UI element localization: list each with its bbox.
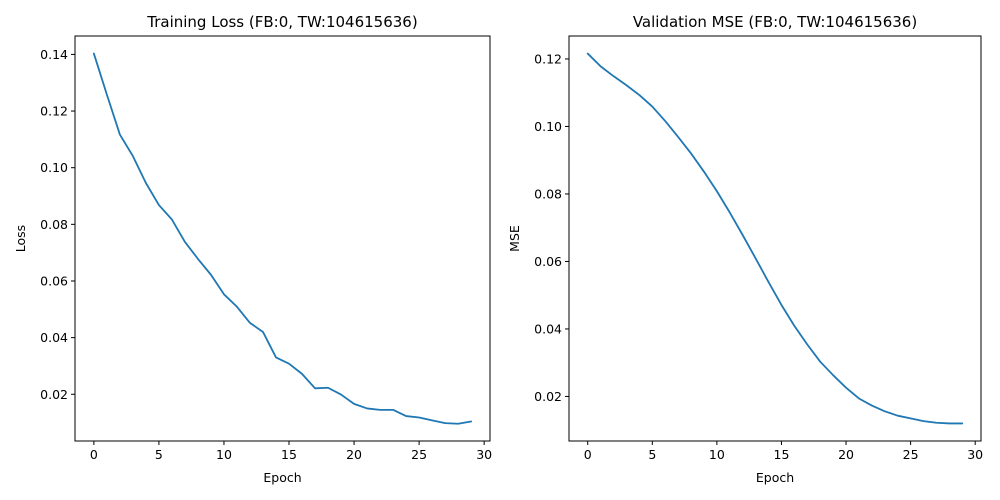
- chart-title: Validation MSE (FB:0, TW:104615636): [633, 13, 917, 31]
- y-tick-label: 0.14: [40, 47, 68, 62]
- x-tick-label: 0: [90, 447, 98, 462]
- x-tick-label: 25: [411, 447, 427, 462]
- y-tick-label: 0.04: [534, 321, 562, 336]
- y-tick-label: 0.10: [40, 160, 68, 175]
- x-tick-label: 5: [155, 447, 163, 462]
- chart-panel-1: Training Loss (FB:0, TW:104615636) 0 5 10 15…: [13, 13, 492, 485]
- x-tick-label: 10: [709, 447, 725, 462]
- series-line: [586, 52, 964, 425]
- plot-frame: [568, 35, 982, 442]
- y-tick-label: 0.08: [534, 186, 562, 201]
- chart-title: Training Loss (FB:0, TW:104615636): [146, 13, 417, 31]
- x-tick-label: 20: [838, 447, 854, 462]
- y-tick-label: 0.02: [40, 387, 68, 402]
- chart-panel-2: Validation MSE (FB:0, TW:104615636) 0 5 10 1…: [507, 13, 983, 485]
- series-line: [92, 52, 473, 425]
- y-tick-label: 0.12: [534, 51, 562, 66]
- x-tick-label: 0: [584, 447, 592, 462]
- x-tick-label: 30: [476, 447, 492, 462]
- x-tick-label: 25: [903, 447, 919, 462]
- y-tick-label: 0.12: [40, 104, 68, 119]
- y-axis-label: MSE: [507, 225, 522, 252]
- x-axis-label: Epoch: [756, 470, 794, 485]
- y-tick-label: 0.06: [534, 254, 562, 269]
- y-tick-label: 0.10: [534, 119, 562, 134]
- x-tick-label: 15: [281, 447, 297, 462]
- x-axis-label: Epoch: [263, 470, 301, 485]
- x-tick-label: 15: [774, 447, 790, 462]
- y-tick-label: 0.04: [40, 330, 68, 345]
- x-tick-label: 20: [346, 447, 362, 462]
- x-tick-label: 30: [967, 447, 983, 462]
- y-tick-label: 0.02: [534, 389, 562, 404]
- x-tick-label: 10: [216, 447, 232, 462]
- y-axis-label: Loss: [13, 225, 28, 252]
- x-tick-label: 5: [648, 447, 656, 462]
- plot-frame: [74, 35, 491, 442]
- y-tick-label: 0.06: [40, 273, 68, 288]
- y-tick-label: 0.08: [40, 217, 68, 232]
